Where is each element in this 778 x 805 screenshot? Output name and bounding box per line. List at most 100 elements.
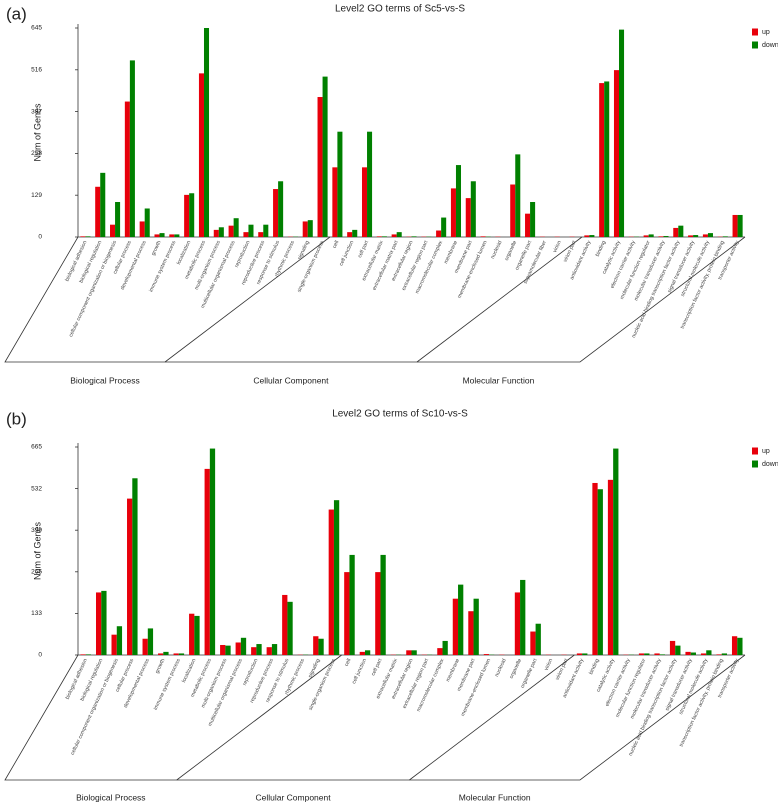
- group-label: Cellular Component: [253, 375, 329, 385]
- legend-swatch: [752, 41, 758, 49]
- y-tick-label: 258: [31, 150, 42, 157]
- legend-label: down: [762, 42, 778, 49]
- bar: [178, 653, 185, 655]
- group-divider: [176, 654, 342, 781]
- bar: [643, 235, 649, 237]
- bar: [349, 554, 355, 655]
- x-tick-label: structural molecule activity: [678, 658, 709, 716]
- bar: [658, 236, 664, 237]
- bar: [110, 224, 116, 237]
- bar: [302, 221, 308, 237]
- bar: [159, 233, 165, 237]
- bar: [613, 448, 619, 655]
- bar: [173, 653, 179, 655]
- x-tick-label: cell junction: [351, 658, 368, 685]
- bar: [124, 101, 130, 237]
- bar: [352, 229, 358, 237]
- bar: [613, 70, 620, 238]
- bar: [520, 579, 526, 655]
- bar: [514, 592, 521, 655]
- bar: [359, 651, 365, 655]
- bar: [271, 644, 278, 655]
- bar: [597, 489, 603, 655]
- legend-label: down: [762, 461, 778, 468]
- bar: [328, 509, 334, 655]
- bar: [458, 584, 464, 655]
- bar: [95, 592, 102, 655]
- bar: [716, 654, 722, 655]
- bar: [218, 227, 224, 237]
- bar: [375, 572, 381, 655]
- bar: [307, 220, 313, 237]
- bar: [80, 654, 86, 655]
- x-tick-label: membrane: [445, 658, 461, 683]
- bar: [376, 236, 382, 237]
- bar: [693, 235, 699, 237]
- bar: [737, 637, 743, 655]
- bar: [282, 594, 288, 655]
- group-label: Molecular Function: [463, 375, 535, 385]
- x-tick-label: growth: [154, 658, 166, 675]
- bar: [607, 479, 614, 655]
- bar: [483, 654, 490, 655]
- y-axis-label: Num of Genes: [32, 103, 42, 162]
- x-tick-label: nucleoid: [494, 658, 508, 678]
- bar: [411, 236, 417, 237]
- bar: [654, 653, 660, 655]
- x-tick-label: macromolecular complex: [414, 240, 444, 295]
- bar: [391, 234, 397, 237]
- bar: [233, 218, 239, 237]
- bar: [722, 236, 728, 237]
- y-tick-label: 387: [31, 108, 42, 115]
- bar: [322, 76, 328, 238]
- x-tick-label: virion part: [563, 239, 578, 263]
- bar: [599, 83, 605, 238]
- bar: [225, 645, 231, 655]
- bar: [194, 615, 200, 655]
- bar: [452, 598, 459, 655]
- group-divider: [409, 654, 575, 781]
- y-tick-label: 532: [31, 485, 42, 492]
- bar: [480, 236, 486, 237]
- bar: [470, 181, 476, 237]
- bar: [648, 234, 654, 237]
- y-tick-label: 516: [31, 67, 42, 74]
- legend-label: up: [762, 448, 770, 455]
- bar: [411, 650, 417, 655]
- bar: [213, 229, 219, 237]
- bar: [116, 626, 123, 655]
- bar: [228, 225, 234, 237]
- x-tick-label: cell part: [357, 239, 370, 259]
- bar: [198, 73, 204, 237]
- bar: [455, 165, 462, 237]
- x-tick-label: cell: [344, 658, 353, 668]
- bar: [147, 628, 154, 655]
- bar: [510, 184, 516, 237]
- x-tick-label: membrane-enclosed lumen: [457, 240, 489, 300]
- bar: [209, 448, 216, 655]
- bar: [361, 167, 368, 237]
- y-tick-label: 129: [31, 192, 42, 199]
- bar: [381, 236, 387, 237]
- bar: [589, 235, 595, 237]
- x-tick-label: cell junction: [338, 240, 355, 267]
- bar: [189, 193, 195, 237]
- bar: [396, 232, 402, 237]
- y-tick-label: 0: [38, 234, 42, 241]
- bar: [436, 230, 442, 237]
- bar: [313, 636, 319, 655]
- bar: [604, 81, 610, 237]
- bar: [731, 636, 738, 655]
- bar: [685, 651, 691, 655]
- bar: [690, 652, 696, 655]
- x-tick-label: membrane: [443, 240, 459, 265]
- bar: [337, 131, 343, 237]
- bar: [111, 634, 117, 655]
- x-tick-label: reproduction: [242, 658, 260, 687]
- bar: [442, 640, 448, 655]
- bar: [85, 654, 92, 655]
- bar: [441, 217, 447, 237]
- bar: [318, 638, 324, 655]
- bar: [380, 554, 386, 655]
- bar: [450, 188, 456, 237]
